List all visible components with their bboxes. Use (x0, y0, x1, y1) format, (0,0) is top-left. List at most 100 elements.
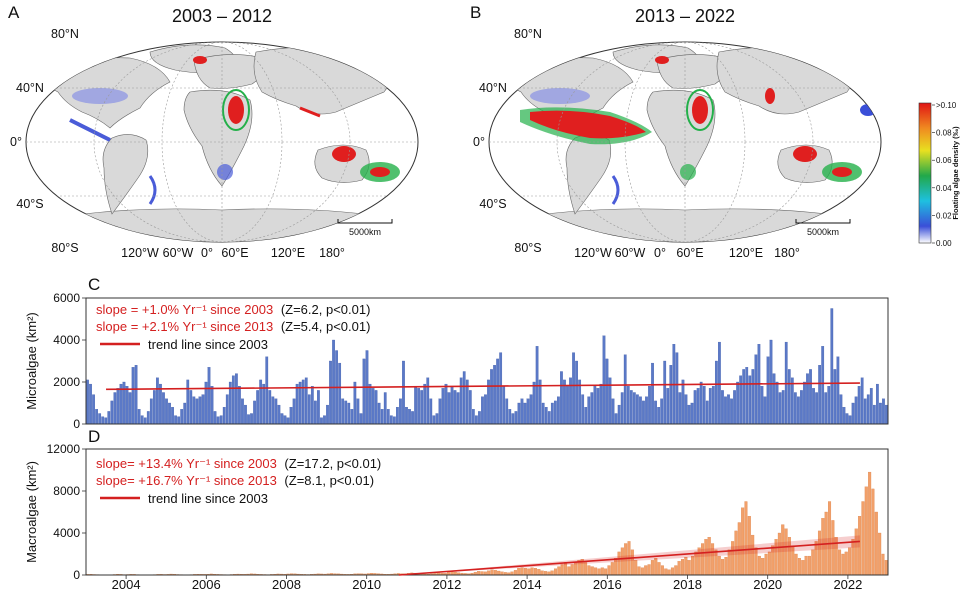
c-bar (787, 369, 791, 425)
c-bar (632, 392, 636, 425)
d-bar (764, 553, 768, 576)
chart-c-stat-2003: (Z=6.2, p<0.01) (281, 302, 371, 317)
c-bar (642, 400, 645, 425)
c-bar (426, 377, 430, 425)
chart-d-stat-2003: (Z=17.2, p<0.01) (284, 456, 381, 471)
c-bar (213, 411, 217, 425)
c-bar (566, 386, 569, 425)
chart-d-frame (85, 448, 889, 576)
panel-letter-a: A (8, 3, 20, 22)
chart-c-ylabel: Microalgae (km²) (24, 312, 39, 410)
c-bar (201, 394, 205, 425)
c-bar (238, 386, 241, 425)
c-bar (216, 416, 220, 425)
d-bar (570, 564, 574, 576)
panel-letter-b: B (470, 3, 481, 22)
c-bar (307, 394, 311, 425)
d-bar (644, 565, 648, 576)
bloom-patches-b (520, 56, 876, 205)
d-bar (677, 561, 681, 576)
c-bar (104, 417, 108, 425)
map-a-title: 2003 – 2012 (172, 6, 272, 26)
c-bar (149, 398, 153, 425)
chart-c-trend-line (106, 382, 860, 391)
c-bar (714, 360, 718, 425)
c-bar (748, 375, 752, 425)
panel-letter-c: C (88, 275, 100, 294)
map-a-content (26, 42, 418, 242)
d-bar (477, 571, 481, 576)
c-bar (268, 390, 272, 425)
d-bar (567, 566, 571, 576)
chart-d-xticks: 2004 2006 2008 2010 2012 2014 2016 2018 2020 2022 (112, 575, 862, 590)
c-bar (724, 396, 727, 425)
c-bar (219, 415, 223, 425)
c-bar (447, 392, 451, 425)
c-bar (514, 411, 518, 425)
d-bar (630, 549, 634, 576)
colorbar-tick-label: 0.06 (936, 156, 952, 165)
d-bar (634, 560, 638, 576)
c-bar (526, 398, 530, 425)
chart-d-xtick-label: 2014 (513, 577, 542, 590)
chart-d-annotation-2: slope= +16.7% Yr⁻¹ since 2013 (Z=8.1, p<… (96, 473, 374, 488)
c-bar (338, 362, 342, 425)
c-bar (326, 404, 329, 425)
c-bar (417, 388, 421, 425)
c-bar (572, 352, 575, 425)
chart-c-annotation-2: slope = +2.1% Yr⁻¹ since 2013 (Z=5.4, p<… (96, 319, 370, 334)
d-bar (490, 569, 494, 576)
c-bar (174, 415, 177, 425)
c-bar (450, 386, 454, 425)
c-bar (131, 367, 135, 425)
d-bar (878, 532, 882, 576)
d-bar (647, 564, 651, 576)
c-bar (347, 402, 351, 425)
c-bar (517, 402, 521, 425)
c-bar (836, 356, 840, 425)
d-bar (868, 471, 872, 576)
c-bar (812, 388, 815, 425)
d-bar (604, 568, 608, 576)
c-bar (313, 400, 317, 425)
d-bar (517, 568, 521, 576)
c-bar (304, 377, 308, 425)
c-bar (286, 417, 290, 425)
c-bar (845, 413, 849, 425)
c-bar (629, 390, 633, 425)
c-bar (751, 369, 755, 425)
chart-d-ylabel: Macroalgae (km²) (24, 461, 39, 563)
c-bar (772, 373, 776, 425)
chart-d-xtick-label: 2010 (352, 577, 381, 590)
map-b-lat-80n: 80°N (514, 27, 542, 41)
colorbar-tick-label: 0.04 (936, 184, 952, 193)
c-bar (259, 379, 263, 425)
c-bar (320, 417, 323, 425)
chart-d-annotation-1: slope= +13.4% Yr⁻¹ since 2003 (Z=17.2, p… (96, 456, 381, 471)
map-b-title: 2013 – 2022 (635, 6, 735, 26)
c-bar (511, 413, 515, 425)
chart-d-xtick-label: 2022 (833, 577, 862, 590)
chart-d-slope-2003: slope= +13.4% Yr⁻¹ since 2003 (96, 456, 277, 471)
chart-c-yticks: 0 2000 4000 6000 (53, 291, 86, 431)
chart-d-legend-label: trend line since 2003 (148, 491, 268, 506)
d-bar (587, 565, 591, 576)
c-bar (183, 402, 187, 425)
d-bar (881, 553, 885, 576)
europe-a (193, 54, 265, 89)
c-ytick-label: 0 (73, 417, 80, 431)
c-bar (353, 381, 357, 425)
c-bar (839, 394, 843, 425)
d-bar (687, 560, 691, 576)
c-bar (775, 381, 779, 425)
c-bar (821, 346, 825, 425)
c-bar (277, 404, 281, 425)
chart-d-xtick-label: 2018 (673, 577, 702, 590)
c-bar (310, 386, 314, 425)
c-bar (875, 383, 879, 425)
map-b: B 2013 – 2022 (470, 3, 882, 260)
c-bar (614, 413, 618, 425)
c-bar (429, 398, 433, 425)
chart-c-legend-label: trend line since 2003 (148, 337, 268, 352)
d-bar (861, 501, 865, 576)
